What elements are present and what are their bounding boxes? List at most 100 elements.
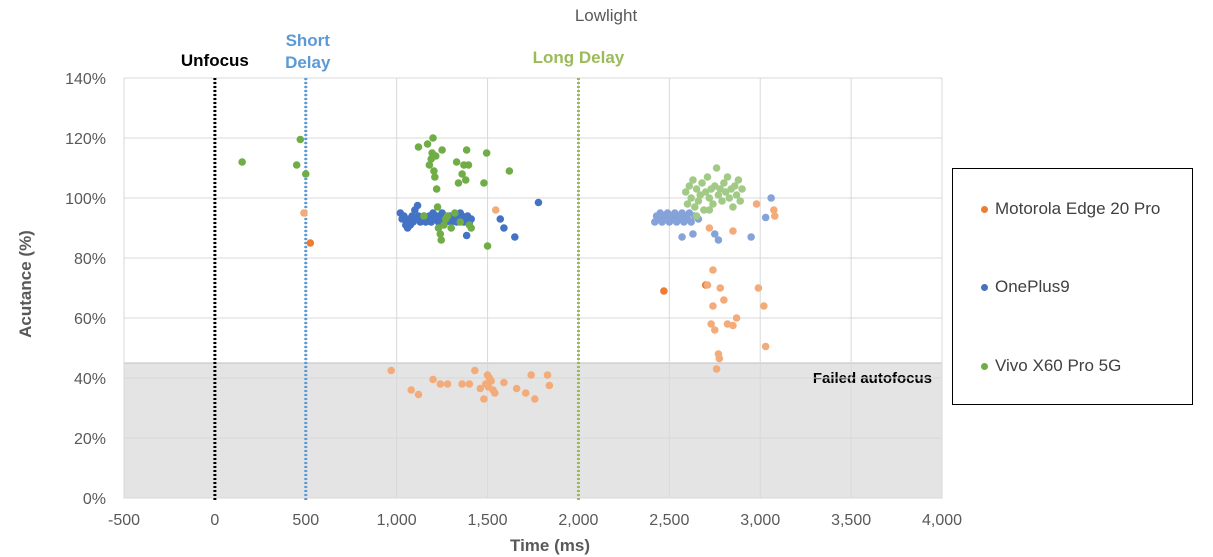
- data-point: [505, 167, 514, 175]
- data-point: [452, 158, 461, 166]
- data-point: [683, 200, 692, 208]
- data-point: [725, 194, 734, 202]
- data-point: [431, 173, 439, 181]
- data-point: [710, 326, 719, 334]
- y-tick-label: 80%: [74, 251, 106, 268]
- data-point: [720, 296, 728, 304]
- data-point: [678, 233, 686, 241]
- x-tick-label: -500: [108, 512, 140, 529]
- data-point: [738, 185, 746, 193]
- data-point: [471, 366, 479, 375]
- data-point: [729, 321, 737, 330]
- data-point: [483, 242, 492, 250]
- data-point: [732, 191, 741, 199]
- data-point: [761, 213, 770, 222]
- data-point: [511, 233, 519, 241]
- data-point: [718, 197, 726, 205]
- x-tick-label: 0: [210, 512, 219, 529]
- x-tick-label: 2,500: [649, 512, 689, 529]
- y-tick-label: 0%: [83, 491, 106, 508]
- data-point: [238, 158, 246, 166]
- data-point: [482, 149, 491, 157]
- data-point: [429, 375, 437, 384]
- data-point: [467, 224, 475, 232]
- x-tick-label: 1,000: [377, 512, 417, 529]
- data-point: [752, 200, 761, 208]
- data-point: [461, 176, 470, 184]
- x-tick-label: 3,500: [831, 512, 871, 529]
- data-point: [734, 176, 743, 184]
- data-point: [464, 161, 473, 169]
- data-point: [500, 378, 508, 387]
- data-point: [456, 218, 465, 226]
- data-point: [413, 201, 422, 210]
- data-point: [685, 182, 694, 190]
- data-point: [767, 194, 775, 202]
- reference-line-label: Unfocus: [181, 51, 249, 70]
- data-point: [545, 381, 554, 390]
- data-point: [736, 197, 745, 205]
- data-point: [458, 380, 466, 388]
- data-point: [438, 146, 446, 154]
- data-point: [425, 161, 434, 169]
- data-point: [543, 371, 552, 379]
- data-point: [443, 380, 452, 388]
- x-tick-label: 4,000: [922, 512, 962, 529]
- data-point: [723, 173, 732, 181]
- data-point: [729, 203, 737, 211]
- x-tick-label: 3,000: [740, 512, 780, 529]
- data-point: [700, 206, 708, 214]
- data-point: [487, 377, 495, 385]
- y-tick-label: 40%: [74, 371, 106, 388]
- data-point: [296, 135, 305, 144]
- data-point: [710, 230, 719, 238]
- data-point: [462, 146, 471, 154]
- data-point: [689, 176, 697, 184]
- reference-line-label: Short: [286, 31, 331, 50]
- data-point: [306, 239, 315, 247]
- data-point: [714, 191, 723, 199]
- data-point: [761, 342, 770, 351]
- data-point: [715, 354, 724, 363]
- data-point: [770, 212, 779, 220]
- legend-label-vivo: Vivo X60 Pro 5G: [995, 356, 1122, 375]
- legend-item-vivo: Vivo X60 Pro 5G: [981, 356, 1121, 376]
- reference-line-label: Delay: [285, 53, 331, 72]
- data-point: [521, 389, 530, 397]
- legend-marker-motorola: [981, 205, 988, 213]
- legend-label-oneplus: OnePlus9: [995, 277, 1070, 296]
- data-point: [681, 188, 690, 196]
- data-point: [451, 209, 459, 217]
- legend-marker-vivo: [981, 362, 988, 370]
- data-point: [420, 212, 428, 220]
- y-tick-label: 60%: [74, 311, 106, 328]
- data-point: [770, 206, 778, 214]
- data-point: [433, 203, 442, 211]
- data-point: [705, 194, 714, 202]
- y-tick-label: 140%: [65, 71, 106, 88]
- data-point: [687, 218, 695, 226]
- data-point: [414, 390, 423, 399]
- data-point: [430, 167, 438, 175]
- data-point: [436, 230, 445, 238]
- data-point: [712, 164, 721, 172]
- data-point: [660, 287, 668, 295]
- data-point: [431, 152, 440, 160]
- data-point: [694, 197, 703, 205]
- data-point: [432, 185, 441, 193]
- data-point: [531, 395, 539, 403]
- data-point: [747, 233, 755, 241]
- reference-line-label: Long Delay: [533, 48, 625, 67]
- data-point: [387, 366, 396, 375]
- data-point: [512, 384, 521, 393]
- data-point: [729, 227, 737, 235]
- data-point: [709, 302, 717, 310]
- y-tick-label: 100%: [65, 191, 106, 208]
- legend-item-oneplus: OnePlus9: [981, 277, 1070, 297]
- data-point: [692, 212, 701, 220]
- data-point: [705, 224, 714, 232]
- failed-autofocus-region: [123, 362, 943, 499]
- data-point: [712, 365, 721, 373]
- data-point: [732, 314, 741, 322]
